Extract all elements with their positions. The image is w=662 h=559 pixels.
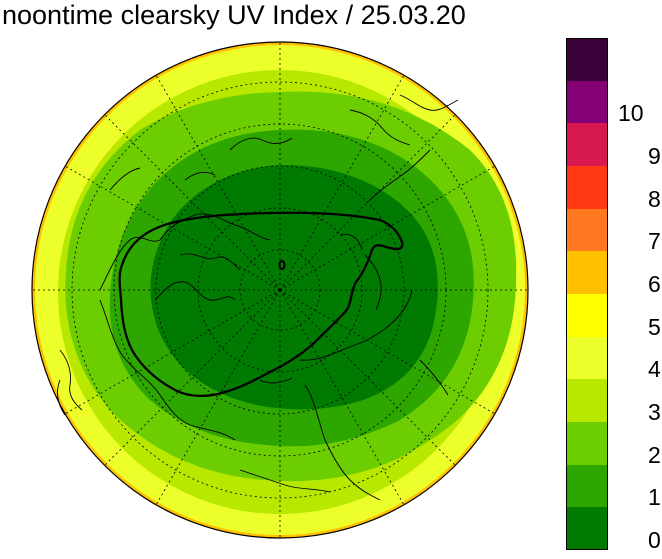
legend-color-band [566,123,608,167]
map-title: noontime clearsky UV Index / 25.03.20 [2,0,466,30]
legend-label: 0 [648,527,661,553]
legend-label: 3 [648,399,661,425]
legend-label: 1 [648,484,661,511]
legend-color-band [566,166,608,210]
legend-color-band [566,294,608,338]
legend-label: 4 [648,356,661,383]
legend-color-band [566,507,608,551]
legend-label: 7 [648,228,661,255]
legend-color-band [566,422,608,466]
ozone-contour [118,211,404,398]
zone-uv-0 [150,165,438,410]
legend-color-band [566,379,608,423]
legend-label: 8 [648,185,661,212]
legend-label: 6 [648,271,661,297]
zone-uv-1-patch [132,339,176,396]
legend-color-band [566,208,608,252]
legend-color-band [566,336,608,380]
legend-label: 9 [648,143,661,169]
graticule [32,42,528,538]
map-border [31,41,529,539]
legend-label: 5 [648,313,661,340]
legend-color-band [566,80,608,124]
legend-label: 10 [618,100,644,127]
legend-color-band [566,464,608,508]
legend-color-band [566,251,608,295]
pole-marker [278,260,286,270]
coastlines [57,94,459,501]
legend-color-band [566,38,608,82]
legend-label: 2 [648,441,661,468]
color-legend [566,38,608,551]
